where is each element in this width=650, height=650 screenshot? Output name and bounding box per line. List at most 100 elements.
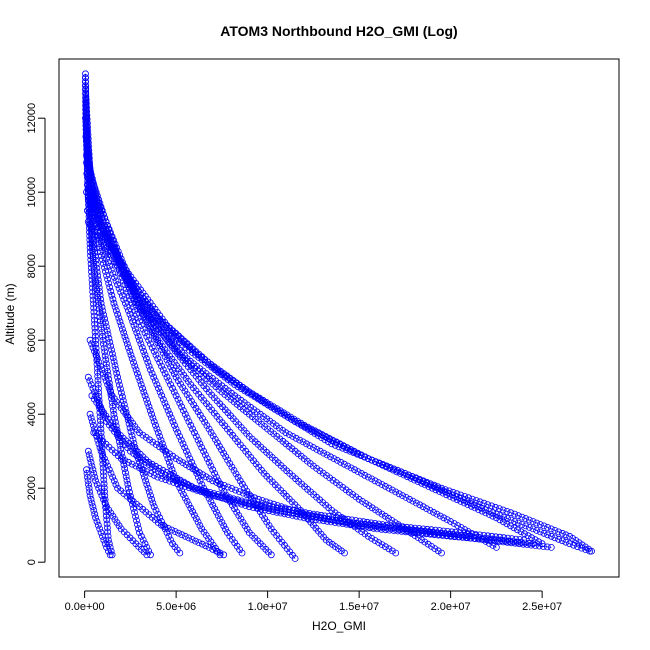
data-point: [131, 307, 139, 315]
data-point: [181, 532, 189, 540]
data-point: [187, 421, 195, 429]
data-point: [164, 525, 172, 532]
data-point: [323, 451, 331, 459]
series-13: [84, 218, 595, 555]
data-point: [253, 502, 261, 510]
data-point: [472, 497, 480, 504]
data-point: [128, 355, 136, 363]
data-point: [189, 465, 197, 473]
data-point: [258, 497, 266, 504]
data-point: [99, 456, 107, 464]
data-point: [123, 340, 131, 348]
data-point: [305, 512, 313, 520]
data-point: [179, 491, 187, 498]
data-point: [209, 477, 217, 485]
data-point: [255, 495, 262, 503]
data-point: [176, 549, 184, 557]
data-point: [233, 542, 241, 550]
data-point: [440, 514, 448, 522]
data-point: [491, 503, 499, 511]
data-point: [161, 523, 169, 531]
data-point: [421, 538, 429, 546]
data-point: [299, 438, 307, 446]
data-point: [83, 137, 90, 145]
data-point: [429, 528, 437, 536]
data-point: [507, 509, 515, 517]
data-point: [108, 346, 115, 354]
data-point: [98, 303, 106, 311]
data-point: [492, 544, 500, 551]
data-point: [313, 513, 321, 521]
data-point: [207, 498, 215, 506]
data-point: [218, 446, 225, 454]
data-point: [535, 542, 543, 550]
data-point: [474, 535, 482, 543]
data-point: [107, 266, 115, 274]
data-point: [168, 526, 176, 534]
data-point: [236, 477, 244, 485]
data-point: [89, 384, 97, 392]
data-point: [91, 388, 98, 396]
data-point: [142, 477, 150, 485]
data-point: [82, 96, 90, 104]
data-point: [136, 377, 144, 385]
data-point: [116, 381, 123, 389]
data-point: [150, 471, 158, 479]
data-point: [98, 252, 105, 260]
data-point: [454, 522, 462, 529]
data-point: [340, 460, 348, 468]
data-point: [496, 533, 504, 541]
data-point: [85, 451, 93, 459]
data-point: [106, 338, 114, 346]
data-point: [155, 384, 162, 392]
data-point: [105, 279, 113, 287]
data-point: [96, 248, 104, 256]
data-point: [457, 491, 465, 499]
data-point: [100, 260, 107, 268]
data-point: [103, 327, 111, 334]
data-point: [112, 365, 120, 373]
data-point: [228, 536, 236, 543]
data-point: [142, 355, 150, 363]
data-point: [120, 329, 128, 337]
data-point: [110, 299, 118, 307]
data-point: [453, 531, 461, 539]
data-point: [544, 531, 551, 539]
data-point: [169, 384, 176, 392]
data-point: [164, 407, 172, 414]
data-point: [394, 466, 402, 474]
data-point: [115, 377, 122, 385]
data-point: [492, 533, 500, 541]
data-point: [94, 272, 102, 280]
data-point: [238, 549, 246, 557]
series-19: [84, 447, 151, 559]
data-point: [150, 329, 158, 337]
data-point: [336, 441, 344, 448]
data-point: [199, 415, 206, 423]
data-point: [158, 518, 165, 525]
data-point: [139, 384, 146, 392]
data-point: [82, 78, 89, 85]
data-point: [492, 510, 500, 518]
data-point: [533, 519, 540, 527]
data-point: [368, 475, 376, 483]
data-point: [196, 522, 204, 529]
data-point: [97, 529, 105, 536]
data-point: [128, 432, 136, 440]
data-point: [316, 430, 323, 438]
data-point: [87, 458, 95, 466]
data-point: [207, 429, 215, 436]
data-point: [212, 547, 220, 555]
data-point: [372, 458, 380, 466]
data-point: [343, 444, 351, 452]
data-point: [243, 487, 251, 495]
data-point: [293, 510, 301, 518]
data-point: [111, 414, 119, 422]
data-point: [153, 381, 161, 389]
data-point: [232, 486, 240, 494]
data-point: [217, 494, 225, 501]
data-point: [213, 493, 221, 500]
data-point: [269, 506, 277, 513]
data-point: [215, 442, 223, 450]
data-point: [441, 488, 449, 496]
